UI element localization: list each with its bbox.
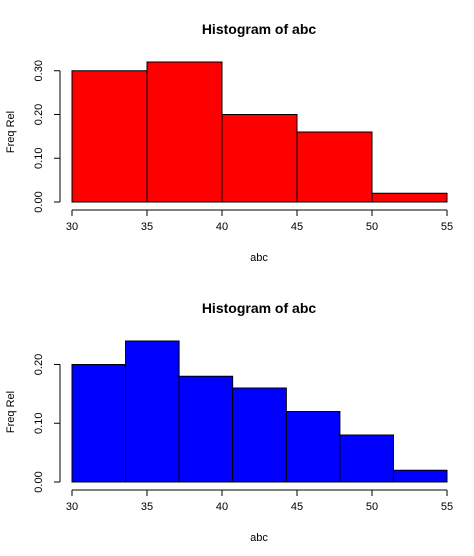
x-tick-label: 30 [66, 501, 78, 513]
y-tick-label: 0.20 [33, 354, 45, 375]
y-tick-label: 0.00 [33, 471, 45, 492]
chart-title: Histogram of abc [202, 300, 317, 316]
x-tick-label: 40 [216, 221, 228, 233]
histogram-panel-bottom: Histogram of abc abc Freq Rel 30 35 40 45 50… [5, 300, 453, 544]
x-tick-label: 55 [441, 501, 453, 513]
histogram-panel-top: Histogram of abc abc Freq Rel 30 35 40 45 50… [5, 21, 453, 264]
chart-title: Histogram of abc [202, 21, 317, 37]
y-axis: 0.00 0.10 0.20 0.30 [33, 60, 61, 213]
histogram-bar [125, 340, 180, 483]
y-tick-label: 0.10 [33, 148, 45, 169]
y-tick-label: 0.30 [33, 60, 45, 81]
histogram-bar [221, 114, 298, 203]
histogram-bar [71, 70, 148, 203]
x-tick-label: 40 [216, 501, 228, 513]
histogram-bar [178, 375, 234, 483]
x-axis: 30 35 40 45 50 55 [66, 209, 453, 233]
x-tick-label: 35 [141, 501, 153, 513]
y-tick-label: 0.00 [33, 191, 45, 212]
bars-group [71, 61, 448, 203]
histogram-bar [285, 411, 341, 483]
histogram-bar [146, 61, 223, 203]
x-tick-label: 50 [366, 501, 378, 513]
histogram-bar [232, 387, 287, 483]
histogram-bar [296, 131, 373, 203]
x-axis-label: abc [250, 252, 268, 264]
histogram-bar [71, 364, 127, 483]
histogram-bar [339, 434, 394, 483]
y-tick-label: 0.10 [33, 413, 45, 434]
y-axis-label: Freq Rel [5, 111, 17, 153]
bars-group [71, 340, 448, 483]
y-axis: 0.00 0.10 0.20 [33, 354, 61, 493]
histogram-bar [371, 192, 448, 203]
x-tick-label: 45 [291, 221, 303, 233]
y-axis-label: Freq Rel [5, 391, 17, 433]
x-axis: 30 35 40 45 50 55 [66, 489, 453, 513]
x-tick-label: 30 [66, 221, 78, 233]
x-tick-label: 50 [366, 221, 378, 233]
x-tick-label: 35 [141, 221, 153, 233]
x-axis-label: abc [250, 532, 268, 544]
x-tick-label: 55 [441, 221, 453, 233]
x-tick-label: 45 [291, 501, 303, 513]
y-tick-label: 0.20 [33, 104, 45, 125]
histogram-bar [392, 469, 448, 483]
